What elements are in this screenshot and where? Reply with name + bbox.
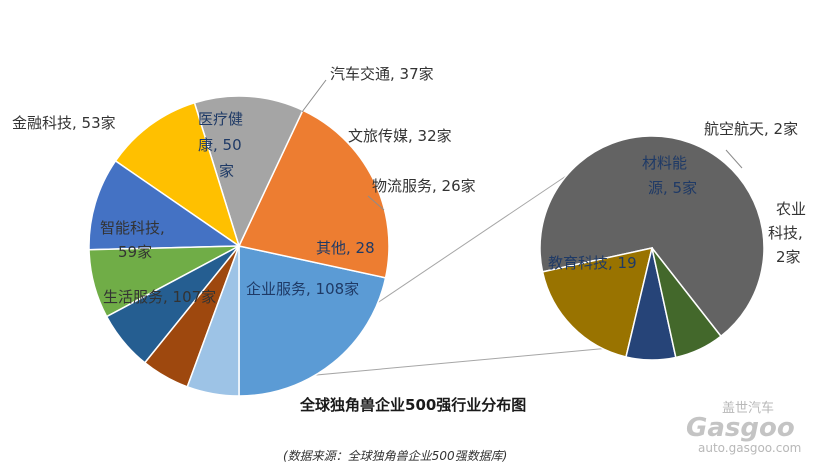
watermark-brand-en: Gasgoo: [686, 413, 795, 443]
label-qiche: 汽车交通, 37家: [330, 65, 434, 83]
label-qita: 其他, 28: [316, 239, 375, 257]
label-jiaoyu: 教育科技, 19: [548, 254, 637, 272]
main-slice-4: [88, 159, 242, 251]
main-pie: [88, 95, 390, 397]
main-slice-1: [237, 109, 390, 279]
label-nongye-3: 2家: [776, 248, 801, 266]
label-cailiao-1: 材料能: [642, 154, 687, 172]
sub-slice-1: [541, 247, 654, 358]
sub-slice-3: [651, 247, 723, 359]
sub-slice-0: [539, 135, 765, 338]
main-slice-0: [238, 245, 387, 397]
label-nongye-2: 科技,: [768, 224, 803, 242]
label-yiliao-3: 家: [219, 162, 234, 180]
leader-line-qiche: [301, 79, 327, 113]
leader-line-hangkong: [725, 149, 743, 169]
main-slice-8: [186, 245, 240, 397]
main-slice-3: [114, 101, 241, 248]
label-zhineng-2: 59家: [118, 243, 152, 261]
label-qiye: 企业服务, 108家: [246, 280, 359, 298]
label-cailiao-2: 源, 5家: [648, 179, 697, 197]
watermark-url: auto.gasgoo.com: [698, 441, 801, 455]
gasgoo-watermark-logo: 盖世汽车 Gasgoo auto.gasgoo.com: [686, 400, 801, 455]
label-wenlv: 文旅传媒, 32家: [348, 127, 452, 145]
main-slice-2: [193, 95, 304, 249]
label-yiliao-2: 康, 50: [198, 136, 242, 154]
data-source-note: (数据来源：全球独角兽企业500强数据库): [283, 449, 507, 463]
label-yiliao-1: 医疗健: [198, 110, 243, 128]
watermark-brand-cn: 盖世汽车: [722, 400, 774, 416]
label-zhineng-1: 智能科技,: [100, 219, 165, 237]
label-hangkong: 航空航天, 2家: [704, 120, 798, 138]
label-nongye-1: 农业: [776, 200, 806, 218]
chart-title: 全球独角兽企业500强行业分布图: [299, 396, 526, 414]
leader-line-wuliu: [367, 195, 385, 211]
secondary-pie: [539, 135, 765, 361]
label-wuliu: 物流服务, 26家: [372, 177, 476, 195]
label-jinrong: 金融科技, 53家: [12, 114, 116, 132]
label-shenghuo: 生活服务, 107家: [103, 288, 216, 306]
